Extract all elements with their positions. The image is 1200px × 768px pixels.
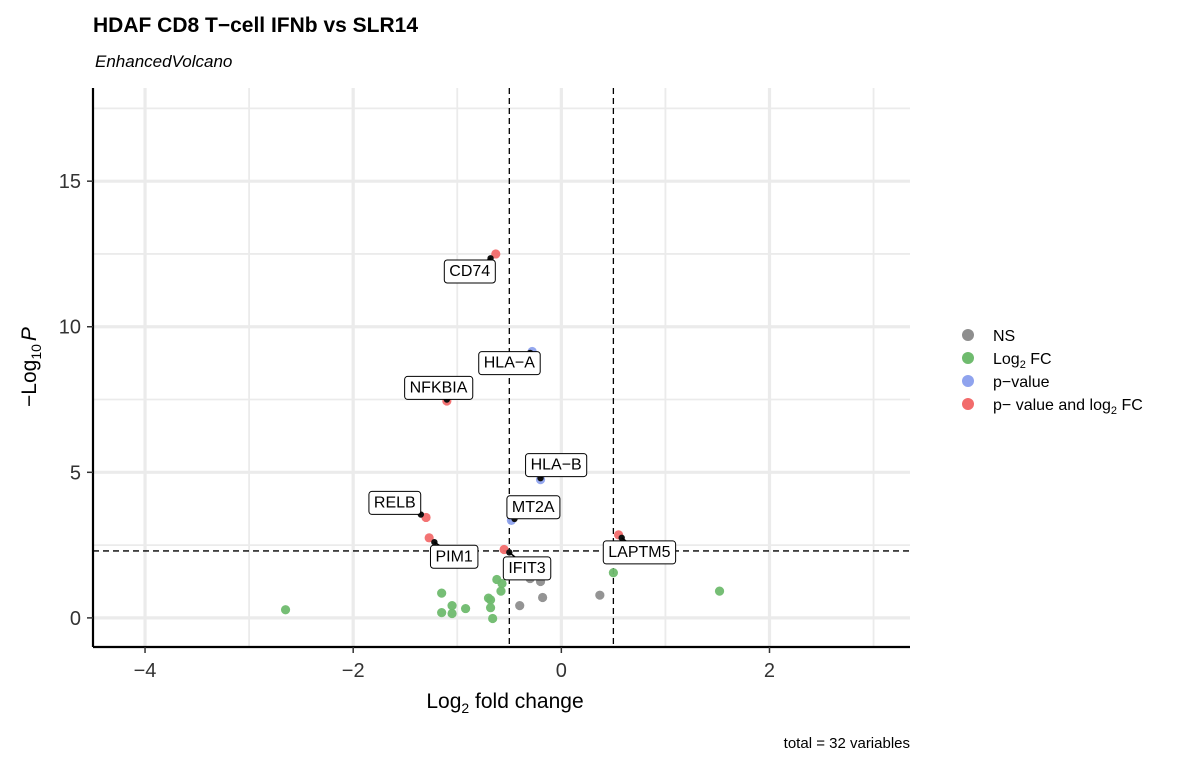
legend-swatch [962, 398, 974, 410]
gene-label-text: PIM1 [435, 548, 472, 565]
gene-label-text: LAPTM5 [608, 544, 670, 561]
data-point [447, 608, 457, 619]
chart-title: HDAF CD8 T−cell IFNb vs SLR14 [93, 14, 418, 37]
gene-label: RELB [368, 490, 422, 515]
gene-label: IFIT3 [502, 556, 552, 581]
chart-subtitle: EnhancedVolcano [95, 52, 232, 71]
x-tick-label: 0 [556, 660, 567, 682]
y-axis-label: −Log10P [18, 327, 44, 407]
y-tick-label: 15 [59, 171, 81, 193]
tick-labels: −4 −2 0 2 0 5 10 15 [59, 171, 775, 682]
gene-label: CD74 [443, 259, 496, 284]
gene-label-box [429, 544, 479, 569]
data-point [515, 601, 525, 611]
data-point [714, 586, 725, 596]
data-point [460, 603, 471, 614]
data-point [488, 613, 498, 624]
gene-label-box [525, 453, 588, 478]
data-point [424, 533, 434, 543]
legend-label: NS [993, 328, 1015, 345]
data-point [595, 590, 605, 600]
gene-label-box [502, 556, 552, 581]
legend-label: Log2 FC [993, 351, 1052, 371]
gene-label-text: CD74 [449, 263, 490, 280]
gene-label-box [478, 351, 541, 376]
y-tick-label: 5 [70, 462, 81, 484]
legend-swatch [962, 352, 974, 364]
data-point [485, 603, 496, 613]
data-point [447, 601, 457, 611]
gene-label-box [443, 259, 496, 284]
gene-label-text: HLA−A [484, 355, 535, 372]
legend-label: p− value and log2 FC [993, 397, 1143, 417]
data-point [538, 592, 548, 603]
data-point [437, 608, 447, 618]
gene-label: HLA−A [478, 351, 541, 376]
x-tick-label: −2 [342, 660, 365, 682]
y-tick-label: 0 [70, 608, 81, 630]
data-point [608, 568, 618, 578]
gene-label-text: RELB [374, 494, 416, 511]
x-axis-label: Log2 fold change [426, 690, 583, 716]
legend: NS Log2 FC p−value p− value and log2 FC [962, 328, 1143, 417]
gene-label: LAPTM5 [602, 540, 677, 565]
gene-label-text: NFKBIA [410, 379, 468, 396]
data-point [485, 595, 496, 605]
gene-label-text: MT2A [512, 499, 555, 516]
x-tick-label: 2 [764, 660, 775, 682]
legend-swatch [962, 375, 974, 387]
gene-label-box [506, 495, 561, 520]
x-tick-label: −4 [134, 660, 157, 682]
gene-label-box [602, 540, 677, 565]
grid-lines [93, 88, 910, 647]
gene-label: MT2A [506, 495, 561, 520]
gene-label-text: IFIT3 [508, 560, 545, 577]
data-point [491, 249, 501, 259]
gene-label: HLA−B [525, 453, 588, 478]
y-tick-label: 10 [59, 317, 81, 339]
data-point [437, 588, 447, 598]
legend-swatch [962, 329, 974, 341]
data-point [497, 578, 507, 589]
gene-label: PIM1 [429, 544, 479, 569]
svg-text:−Log10P: −Log10P [18, 327, 44, 407]
data-point [496, 586, 506, 596]
gene-label-box [368, 490, 422, 515]
legend-label: p−value [993, 374, 1050, 391]
data-point [280, 605, 291, 615]
caption: total = 32 variables [784, 735, 910, 752]
gene-label-text: HLA−B [531, 457, 582, 474]
gene-label-box [404, 375, 474, 400]
data-points [280, 249, 725, 624]
gene-label: NFKBIA [404, 375, 474, 400]
gene-labels: CD74 HLA−A NFKBIA HLA−B RELB MT2A PIM1 IFIT3 LAP… [368, 257, 677, 581]
